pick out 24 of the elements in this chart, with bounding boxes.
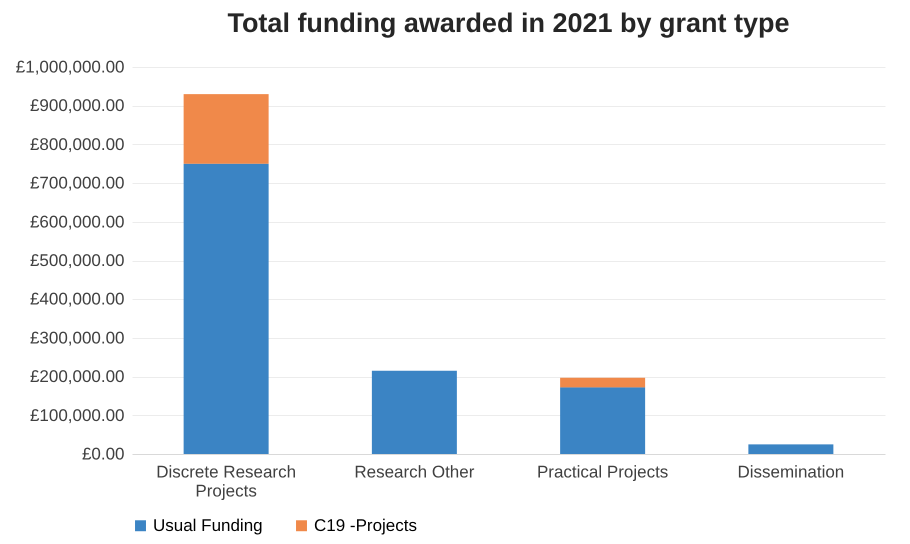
bar bbox=[372, 370, 457, 454]
x-tick-label: Discrete Research Projects bbox=[156, 462, 296, 500]
x-tick-label: Research Other bbox=[354, 462, 475, 482]
y-tick-label: £800,000.00 bbox=[30, 134, 124, 154]
y-tick-label: £900,000.00 bbox=[30, 96, 124, 116]
chart-title: Total funding awarded in 2021 by grant type bbox=[227, 8, 790, 38]
y-tick-label: £1,000,000.00 bbox=[16, 58, 124, 76]
y-tick-label: £700,000.00 bbox=[30, 174, 124, 193]
bar bbox=[748, 444, 834, 454]
legend-label: C19 -Projects bbox=[314, 516, 417, 535]
x-tick-label: Practical Projects bbox=[536, 462, 668, 482]
bar bbox=[560, 387, 646, 454]
bar bbox=[184, 94, 269, 164]
y-tick-label: £200,000.00 bbox=[30, 367, 124, 386]
bar bbox=[184, 164, 269, 454]
y-tick-label: £0.00 bbox=[82, 444, 124, 464]
y-tick-label: £100,000.00 bbox=[30, 406, 124, 425]
bar bbox=[560, 378, 646, 388]
legend-label: Usual Funding bbox=[153, 516, 263, 535]
y-tick-label: £300,000.00 bbox=[30, 328, 124, 348]
y-tick-label: £400,000.00 bbox=[30, 290, 124, 309]
x-tick-label: Dissemination bbox=[737, 462, 844, 482]
y-tick-label: £500,000.00 bbox=[30, 251, 124, 270]
y-tick-label: £600,000.00 bbox=[30, 212, 124, 232]
